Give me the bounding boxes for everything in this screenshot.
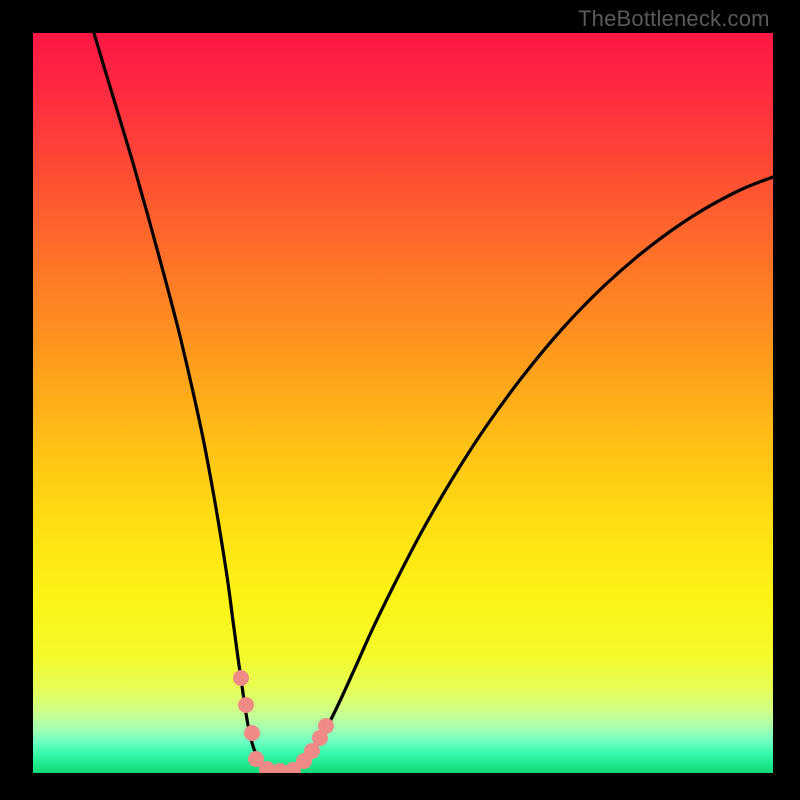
plot-area [33,33,773,773]
bottleneck-curve [33,33,773,773]
curve-marker [239,698,254,713]
watermark-text: TheBottleneck.com [578,6,770,32]
curve-marker [245,726,260,741]
curve-marker [319,719,334,734]
curve-path [94,33,773,772]
curve-marker [234,671,249,686]
curve-marker [305,744,320,759]
